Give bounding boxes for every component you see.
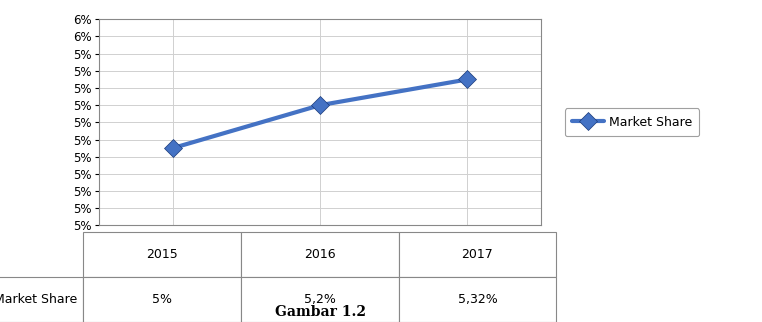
Market Share: [463, 78, 472, 81]
Market Share: [168, 146, 178, 150]
Legend: Market Share: Market Share: [565, 109, 700, 136]
Line: Market Share: Market Share: [166, 73, 474, 154]
Text: Gambar 1.2: Gambar 1.2: [274, 305, 366, 319]
Market Share: [315, 103, 325, 107]
